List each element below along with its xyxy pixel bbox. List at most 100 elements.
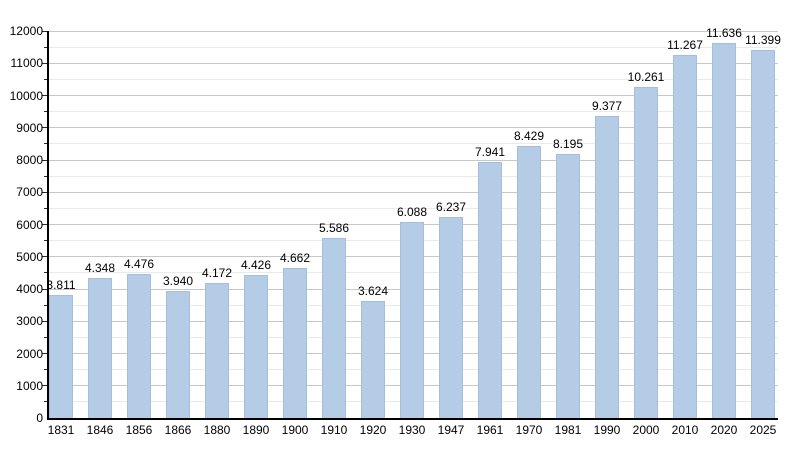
bar-value-label: 3.811 — [46, 278, 76, 293]
minor-gridline — [49, 143, 778, 145]
bar — [127, 273, 151, 418]
bar-value-label: 8.429 — [513, 129, 545, 144]
bar-value-label: 5.586 — [318, 220, 350, 235]
bar — [556, 153, 580, 418]
bar-value-label: 4.348 — [84, 260, 116, 275]
y-axis-tick — [44, 207, 47, 209]
x-tick-label: 1900 — [281, 423, 309, 437]
y-axis-tick — [44, 111, 47, 113]
bar — [361, 301, 385, 418]
y-tick-label: 4000 — [16, 282, 43, 296]
bar — [517, 146, 541, 418]
bar — [478, 161, 502, 418]
minor-gridline — [49, 46, 778, 48]
bar — [712, 42, 736, 418]
y-axis-tick — [44, 401, 47, 403]
y-tick-label: 1000 — [16, 378, 43, 393]
bar — [49, 295, 73, 418]
y-axis-tick — [42, 95, 47, 96]
y-axis-tick — [44, 336, 47, 338]
y-axis-tick — [44, 240, 47, 242]
bar-value-label: 6.237 — [435, 199, 467, 214]
x-tick-label: 1981 — [554, 423, 582, 437]
bar — [244, 275, 268, 418]
bar-value-label: 4.172 — [201, 266, 233, 281]
major-gridline — [49, 127, 778, 129]
x-tick-label: 1930 — [398, 423, 426, 437]
y-axis-tick — [44, 143, 47, 145]
y-tick-label: 12000 — [9, 24, 43, 38]
bar-value-label: 3.940 — [162, 273, 194, 288]
y-axis-tick — [44, 272, 47, 274]
minor-gridline — [49, 111, 778, 113]
x-tick-label: 2000 — [632, 423, 660, 437]
x-tick-label: 2025 — [749, 423, 777, 437]
x-tick-label: 1890 — [242, 423, 270, 437]
bar-value-label: 4.426 — [240, 258, 272, 273]
bar — [439, 216, 463, 418]
bar — [283, 267, 307, 418]
y-axis-tick — [42, 224, 47, 225]
minor-gridline — [49, 175, 778, 177]
y-tick-label: 11000 — [10, 56, 43, 71]
y-axis-tick — [42, 320, 47, 322]
y-tick-label: 3000 — [16, 314, 43, 329]
bar — [400, 221, 424, 418]
y-axis-tick — [44, 46, 47, 48]
bar — [322, 237, 346, 418]
y-tick-label: 0 — [36, 411, 43, 425]
x-tick-label: 1990 — [593, 423, 621, 437]
bar-value-label: 4.476 — [123, 256, 155, 271]
y-axis-tick — [44, 175, 47, 177]
x-tick-label: 1866 — [164, 423, 192, 437]
major-gridline — [49, 62, 778, 64]
y-axis-tick — [42, 353, 47, 354]
y-tick-label: 7000 — [16, 185, 43, 200]
x-tick-label: 2020 — [710, 423, 738, 437]
y-axis-tick — [42, 191, 47, 193]
x-tick-label: 1970 — [515, 423, 543, 437]
y-tick-label: 6000 — [16, 217, 43, 232]
bar-value-label: 7.941 — [474, 144, 506, 159]
x-tick-label: 1856 — [125, 423, 153, 437]
y-axis-tick — [42, 127, 47, 129]
bar-value-label: 9.377 — [591, 98, 623, 113]
y-axis-tick — [44, 78, 47, 80]
y-axis-line — [47, 31, 49, 420]
bar-value-label: 6.088 — [396, 204, 428, 219]
major-gridline — [49, 191, 778, 193]
bar-value-label: 10.261 — [627, 70, 665, 85]
y-tick-label: 10000 — [9, 88, 43, 103]
bar-value-label: 11.267 — [667, 37, 703, 52]
y-tick-label: 5000 — [16, 249, 43, 264]
y-axis-tick — [42, 256, 47, 258]
minor-gridline — [49, 78, 778, 80]
bar-value-label: 4.662 — [279, 250, 311, 265]
y-axis-tick — [42, 288, 47, 290]
bar — [634, 87, 658, 418]
bar — [88, 277, 112, 418]
y-axis-tick — [42, 159, 47, 161]
major-gridline — [49, 159, 778, 161]
y-axis-tick — [42, 385, 47, 387]
bar — [166, 290, 190, 418]
x-tick-label: 1920 — [359, 423, 387, 437]
y-axis-tick — [44, 369, 47, 371]
bar-value-label: 3.624 — [357, 284, 389, 299]
x-tick-label: 1831 — [47, 423, 75, 437]
x-tick-label: 1910 — [320, 423, 348, 437]
x-tick-label: 2010 — [671, 423, 699, 437]
bar-value-label: 8.195 — [552, 136, 584, 151]
bar — [595, 115, 619, 418]
bar-value-label: 11.636 — [706, 25, 742, 40]
minor-gridline — [49, 207, 778, 209]
x-axis-line — [47, 418, 778, 420]
x-tick-label: 1947 — [437, 423, 465, 437]
bar-value-label: 11.399 — [745, 33, 781, 48]
y-tick-label: 9000 — [16, 120, 43, 135]
bar — [751, 50, 775, 418]
y-axis-tick — [42, 30, 47, 32]
x-tick-label: 1846 — [86, 423, 114, 437]
